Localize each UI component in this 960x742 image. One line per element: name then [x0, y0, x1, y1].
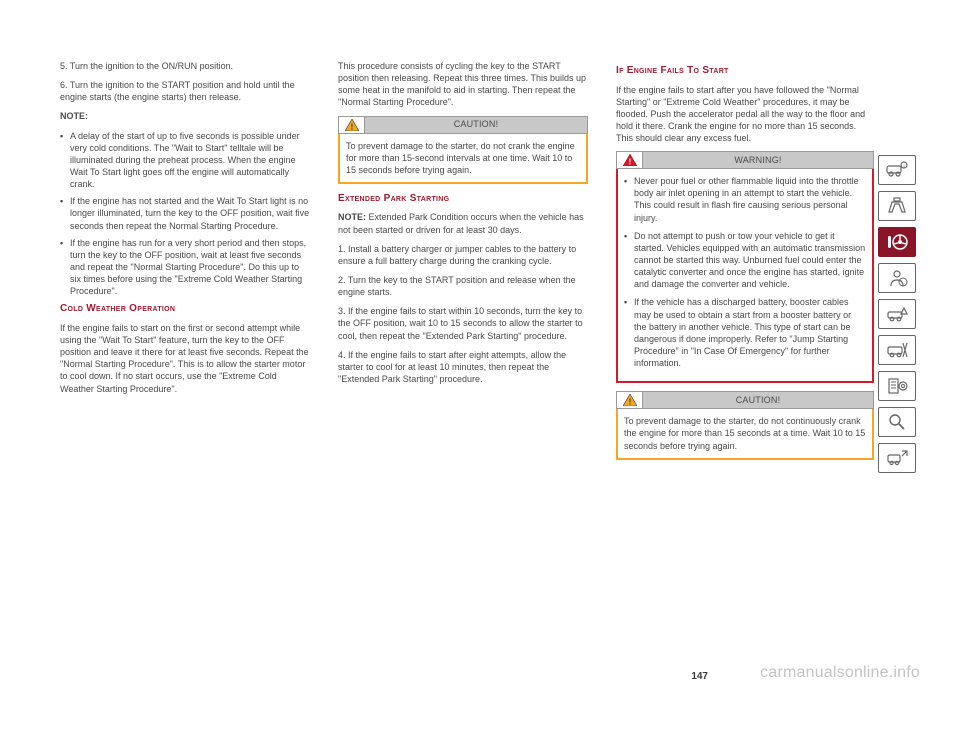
caution-label: CAUTION! — [643, 394, 873, 406]
tab-maintenance[interactable] — [878, 335, 916, 365]
warning-item: Do not attempt to push or tow your vehic… — [624, 230, 866, 291]
tab-engine[interactable] — [878, 191, 916, 221]
svg-text:i: i — [903, 164, 904, 170]
tab-emergency[interactable] — [878, 299, 916, 329]
note-bullet: If the engine has run for a very short p… — [60, 237, 310, 298]
tab-safety[interactable] — [878, 263, 916, 293]
caution-icon: ! — [339, 117, 365, 133]
note-label: NOTE: — [60, 110, 310, 122]
warning-item: If the vehicle has a discharged battery,… — [624, 296, 866, 369]
column-1: 5. Turn the ignition to the ON/RUN posit… — [60, 60, 310, 468]
tab-index[interactable] — [878, 443, 916, 473]
heading-cold-weather: Cold Weather Operation — [60, 302, 310, 316]
warning-box: ! WARNING! Never pour fuel or other flam… — [616, 151, 874, 383]
paragraph: This procedure consists of cycling the k… — [338, 60, 588, 109]
sidebar-tabs: i — [878, 155, 916, 473]
caution-header: ! CAUTION! — [616, 391, 874, 409]
paragraph: If the engine fails to start after you h… — [616, 84, 874, 145]
warning-icon: ! — [617, 152, 643, 168]
step-6: 6. Turn the ignition to the START positi… — [60, 79, 310, 103]
note-bullet: A delay of the start of up to five secon… — [60, 130, 310, 191]
note-label: NOTE: Extended Park Condition occurs whe… — [338, 211, 588, 235]
step-3: 3. If the engine fails to start within 1… — [338, 305, 588, 341]
warning-header: ! WARNING! — [616, 151, 874, 169]
caution-box: ! CAUTION! To prevent damage to the star… — [616, 391, 874, 459]
svg-text:!: ! — [628, 158, 631, 167]
caution-body: To prevent damage to the starter, do not… — [616, 409, 874, 459]
heading-engine-fails: If Engine Fails To Start — [616, 64, 874, 78]
caution-box: ! CAUTION! To prevent damage to the star… — [338, 116, 588, 184]
warning-item: Never pour fuel or other flammable liqui… — [624, 175, 866, 224]
warning-body: Never pour fuel or other flammable liqui… — [616, 169, 874, 383]
tab-info[interactable]: i — [878, 155, 916, 185]
caution-label: CAUTION! — [365, 118, 587, 130]
step-4: 4. If the engine fails to start after ei… — [338, 349, 588, 385]
step-5: 5. Turn the ignition to the ON/RUN posit… — [60, 60, 310, 72]
watermark: carmanualsonline.info — [760, 664, 920, 682]
tab-driving[interactable] — [878, 227, 916, 257]
page-number: 147 — [691, 671, 708, 682]
paragraph: If the engine fails to start on the firs… — [60, 322, 310, 395]
column-3: If Engine Fails To Start If the engine f… — [616, 60, 874, 468]
tab-search[interactable] — [878, 407, 916, 437]
tab-specs[interactable] — [878, 371, 916, 401]
caution-header: ! CAUTION! — [338, 116, 588, 134]
warning-label: WARNING! — [643, 154, 873, 166]
svg-text:!: ! — [350, 122, 353, 131]
svg-text:!: ! — [628, 398, 631, 407]
step-2: 2. Turn the key to the START position an… — [338, 274, 588, 298]
caution-icon: ! — [617, 392, 643, 408]
heading-extended-park: Extended Park Starting — [338, 192, 588, 206]
caution-body: To prevent damage to the starter, do not… — [338, 134, 588, 184]
note-bullet: If the engine has not started and the Wa… — [60, 195, 310, 231]
manual-page: 5. Turn the ignition to the ON/RUN posit… — [0, 0, 960, 488]
column-2: This procedure consists of cycling the k… — [338, 60, 588, 468]
step-1: 1. Install a battery charger or jumper c… — [338, 243, 588, 267]
